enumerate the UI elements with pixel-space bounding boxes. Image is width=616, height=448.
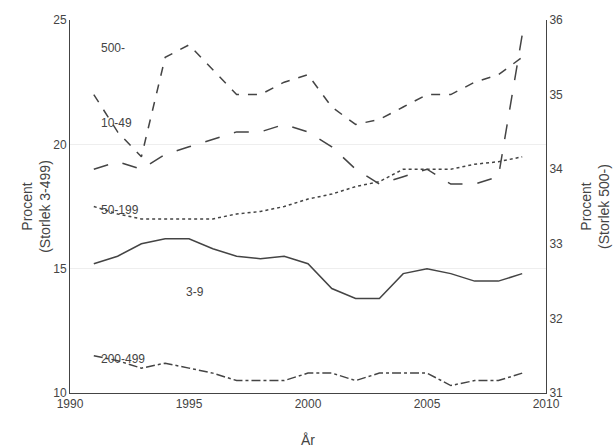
svg-text:1995: 1995 — [176, 397, 203, 411]
svg-text:500-: 500- — [101, 41, 125, 55]
svg-text:36: 36 — [549, 13, 563, 27]
svg-text:2000: 2000 — [295, 397, 322, 411]
svg-text:25: 25 — [53, 13, 67, 27]
svg-text:Procent(Storlek 3-499): Procent(Storlek 3-499) — [19, 160, 53, 253]
svg-text:10: 10 — [53, 386, 67, 400]
svg-text:Procent(Storlek 500-): Procent(Storlek 500-) — [578, 164, 612, 249]
svg-text:10-49: 10-49 — [101, 116, 132, 130]
svg-text:33: 33 — [549, 237, 563, 251]
svg-text:2005: 2005 — [414, 397, 441, 411]
svg-text:2010: 2010 — [533, 397, 560, 411]
svg-text:31: 31 — [549, 386, 563, 400]
svg-text:År: År — [301, 432, 315, 448]
svg-text:3-9: 3-9 — [186, 285, 204, 299]
svg-text:20: 20 — [53, 138, 67, 152]
svg-text:35: 35 — [549, 88, 563, 102]
svg-text:32: 32 — [549, 312, 563, 326]
svg-text:200-499: 200-499 — [101, 352, 145, 366]
svg-text:15: 15 — [53, 262, 67, 276]
svg-text:50-199: 50-199 — [101, 203, 139, 217]
svg-text:1990: 1990 — [57, 397, 84, 411]
svg-text:34: 34 — [549, 162, 563, 176]
